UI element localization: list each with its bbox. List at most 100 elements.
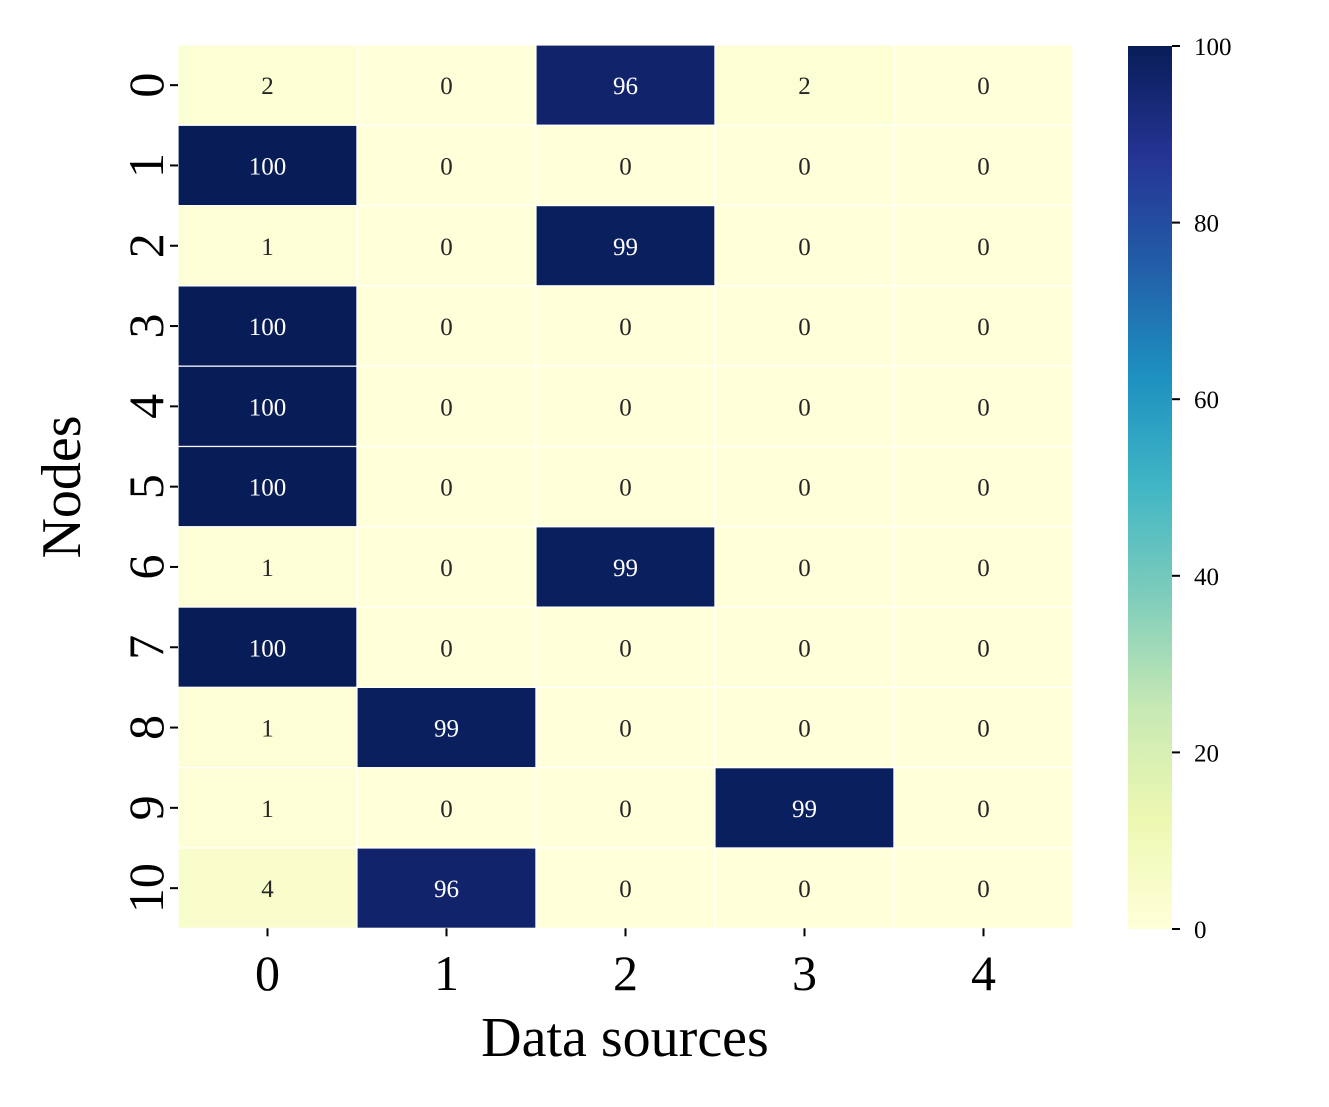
heatmap-cell <box>177 124 358 207</box>
cell-value-label: 0 <box>977 796 990 823</box>
heatmap-cell <box>714 445 895 528</box>
cell-value-label: 0 <box>440 555 453 582</box>
heatmap-cell <box>356 606 537 688</box>
heatmap-cell <box>714 767 895 849</box>
cell-value-label: 0 <box>440 475 453 502</box>
y-axis-ticks: 0 1 2 3 4 5 6 7 8 9 10 <box>118 73 178 913</box>
cell-value-label: 0 <box>440 796 453 823</box>
heatmap-cell <box>356 686 537 769</box>
cell-value-label: 0 <box>619 153 632 180</box>
cell-value-label: 0 <box>977 555 990 582</box>
heatmap-cell <box>356 205 537 287</box>
heatmap-cell <box>177 365 358 448</box>
y-tick-label: 10 <box>118 863 174 913</box>
heatmap-cell <box>535 847 716 929</box>
heatmap-cell <box>893 124 1074 207</box>
cell-value-label: 2 <box>798 73 811 100</box>
cell-value-label: 99 <box>613 555 638 582</box>
y-tick-label: 3 <box>118 314 174 339</box>
cell-value-label: 0 <box>977 475 990 502</box>
heatmap-cell <box>893 44 1074 126</box>
cell-value-label: 0 <box>977 153 990 180</box>
cell-value-label: 0 <box>798 716 811 743</box>
cell-value-label: 1 <box>261 796 274 823</box>
heatmap-cell <box>535 445 716 528</box>
y-axis-title: Nodes <box>31 415 93 558</box>
cell-value-label: 0 <box>798 314 811 341</box>
colorbar-tick-label: 60 <box>1194 387 1219 414</box>
x-axis-ticks: 0 1 2 3 4 <box>255 928 996 1001</box>
heatmap-cell <box>893 526 1074 608</box>
heatmap-cell <box>535 124 716 207</box>
cell-value-label: 0 <box>619 876 632 903</box>
cell-value-label: 0 <box>798 635 811 662</box>
heatmap-cell <box>893 285 1074 367</box>
cell-value-label: 0 <box>977 876 990 903</box>
heatmap-cell <box>893 606 1074 688</box>
cell-value-label: 0 <box>619 796 632 823</box>
heatmap-cell <box>893 686 1074 769</box>
cell-value-label: 0 <box>440 73 453 100</box>
cell-value-label: 0 <box>977 394 990 421</box>
cell-value-label: 0 <box>798 475 811 502</box>
heatmap-cell <box>535 767 716 849</box>
colorbar-tick-label: 100 <box>1194 34 1232 61</box>
y-tick-label: 9 <box>118 795 174 820</box>
cell-value-label: 100 <box>249 153 287 180</box>
heatmap-cell <box>714 205 895 287</box>
heatmap-cell <box>177 44 358 126</box>
heatmap-cell <box>177 767 358 849</box>
cell-value-label: 4 <box>261 876 274 903</box>
cell-value-label: 0 <box>798 153 811 180</box>
heatmap-cell <box>893 205 1074 287</box>
colorbar-tick-label: 20 <box>1194 740 1219 767</box>
x-tick-label: 0 <box>255 945 280 1001</box>
heatmap-cells <box>177 44 1074 929</box>
heatmap-cell <box>893 445 1074 528</box>
cell-value-label: 100 <box>249 635 287 662</box>
x-tick-label: 1 <box>434 945 459 1001</box>
heatmap-cell <box>356 285 537 367</box>
y-tick-label: 2 <box>118 233 174 258</box>
y-tick-label: 7 <box>118 635 174 660</box>
colorbar-tick-label: 40 <box>1194 564 1219 591</box>
cell-value-label: 96 <box>613 73 638 100</box>
y-tick-label: 6 <box>118 554 174 579</box>
heatmap-cell <box>177 847 358 929</box>
colorbar-ticks: 0 20 40 60 80 100 <box>1172 34 1232 944</box>
cell-value-label: 100 <box>249 475 287 502</box>
x-tick-label: 4 <box>971 945 996 1001</box>
colorbar-tick-label: 80 <box>1194 211 1219 238</box>
heatmap-cell <box>893 365 1074 448</box>
cell-value-label: 0 <box>798 394 811 421</box>
heatmap-cell <box>893 767 1074 849</box>
cell-value-label: 99 <box>792 796 817 823</box>
heatmap-cell <box>535 205 716 287</box>
cell-value-label: 0 <box>977 716 990 743</box>
cell-value-label: 1 <box>261 555 274 582</box>
cell-value-label: 99 <box>613 234 638 261</box>
cell-value-label: 0 <box>619 314 632 341</box>
y-tick-label: 1 <box>118 153 174 178</box>
heatmap-cell <box>356 445 537 528</box>
cell-value-label: 96 <box>434 876 459 903</box>
cell-value-label: 0 <box>977 234 990 261</box>
heatmap-cell <box>356 44 537 126</box>
heatmap-cell <box>356 365 537 448</box>
x-tick-label: 2 <box>613 945 638 1001</box>
y-tick-label: 8 <box>118 715 174 740</box>
cell-value-label: 0 <box>977 635 990 662</box>
heatmap-cell <box>714 847 895 929</box>
cell-value-label: 0 <box>440 314 453 341</box>
heatmap-cell <box>177 606 358 688</box>
x-tick-label: 3 <box>792 945 817 1001</box>
cell-value-label: 0 <box>440 234 453 261</box>
cell-value-label: 1 <box>261 716 274 743</box>
heatmap-cell <box>714 44 895 126</box>
cell-value-label: 0 <box>440 635 453 662</box>
heatmap-cell <box>535 285 716 367</box>
cell-value-label: 0 <box>798 555 811 582</box>
heatmap-cell <box>356 767 537 849</box>
